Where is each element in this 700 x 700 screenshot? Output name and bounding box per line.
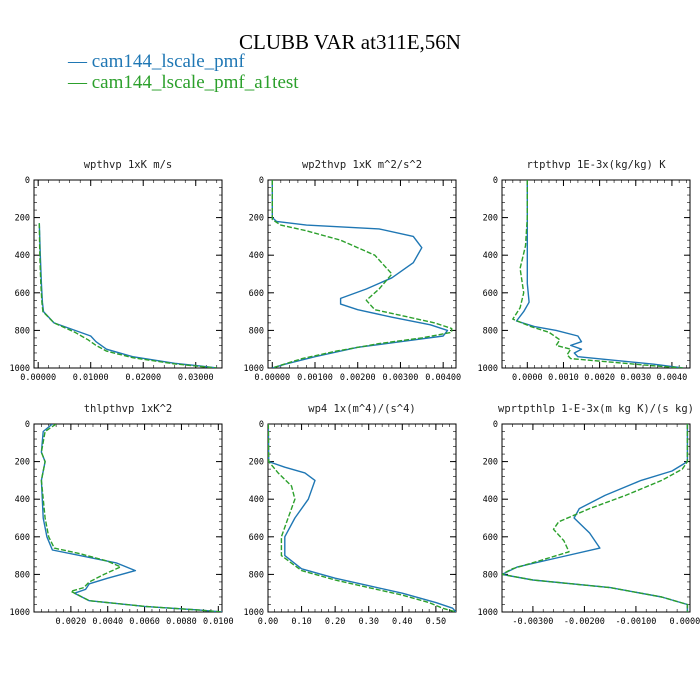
plot-frame [501,423,691,613]
legend-entry-2: — cam144_lscale_pmf_a1test [68,72,299,93]
x-tick-label: 0.20 [325,617,345,627]
x-tick-label: 0.0010 [548,373,579,383]
y-tick-label: 200 [15,214,30,224]
y-tick-label: 1000 [478,364,498,374]
x-tick-label: 0.00000 [254,373,290,383]
plot-frame [501,179,691,369]
y-tick-label: 400 [483,251,498,261]
y-tick-label: 600 [15,289,30,299]
y-tick-label: 1000 [10,608,30,618]
y-tick-label: 400 [249,495,264,505]
x-tick-label: 0.0060 [129,617,160,627]
y-tick-label: 800 [483,326,498,336]
x-tick-label: 0.0040 [657,373,688,383]
x-tick-label: 0.30 [358,617,378,627]
series-line-cam144-lscale-pmf [515,180,683,368]
y-tick-label: 600 [483,533,498,543]
figure-title: CLUBB VAR at311E,56N [239,30,461,54]
y-tick-label: 200 [483,458,498,468]
x-tick-label: 0.03000 [178,373,214,383]
y-tick-label: 1000 [244,608,264,618]
x-tick-label: 0.0080 [166,617,197,627]
series-line-cam144-lscale-pmf [38,223,217,368]
series-line-cam144-lscale-pmf-a1test [271,180,453,368]
y-tick-label: 200 [15,458,30,468]
x-tick-label: -0.00300 [512,617,553,627]
x-tick-label: 0.0100 [203,617,234,627]
y-tick-label: 800 [15,326,30,336]
y-tick-label: 600 [249,533,264,543]
x-tick-label: 0.0000 [512,373,543,383]
x-tick-label: 0.00000 [670,617,700,627]
y-tick-label: 800 [15,570,30,580]
y-tick-label: 600 [483,289,498,299]
chart-panel-3: rtpthvp 1E-3x(kg/kg) K 0 200 400 600 800 1000 0… [478,159,691,383]
y-tick-label: 0 [25,176,30,186]
y-tick-label: 1000 [10,364,30,374]
x-tick-label: -0.00100 [615,617,656,627]
x-tick-label: 0.50 [426,617,446,627]
x-tick-label: 0.0030 [620,373,651,383]
x-tick-label: 0.00400 [425,373,461,383]
y-tick-label: 400 [15,495,30,505]
plot-frame [267,179,457,369]
series-line-cam144-lscale-pmf [268,424,456,612]
y-tick-label: 400 [249,251,264,261]
x-tick-label: 0.0040 [92,617,123,627]
series-line-cam144-lscale-pmf [40,424,222,612]
chart-title: thlpthvp 1xK^2 [84,403,173,415]
series-line-cam144-lscale-pmf [271,180,449,368]
chart-title: wp2thvp 1xK m^2/s^2 [302,159,422,171]
series-line-cam144-lscale-pmf [502,424,689,612]
y-tick-label: 1000 [244,364,264,374]
y-tick-label: 800 [483,570,498,580]
chart-title: wp4 1x(m^4)/(s^4) [308,403,415,415]
x-tick-label: 0.10 [291,617,311,627]
x-tick-label: 0.00 [258,617,278,627]
plot-frame [33,423,223,613]
y-tick-label: 600 [249,289,264,299]
chart-panel-2: wp2thvp 1xK m^2/s^2020040060080010000.00… [244,159,462,383]
x-tick-label: 0.01000 [73,373,109,383]
series-line-cam144-lscale-pmf-a1test [268,424,456,612]
x-tick-label: 0.00300 [383,373,419,383]
y-tick-label: 1000 [478,608,498,618]
series-line-cam144-lscale-pmf-a1test [40,424,222,612]
y-tick-label: 0 [259,420,264,430]
x-tick-label: 0.0020 [56,617,87,627]
y-tick-label: 200 [483,214,498,224]
y-tick-label: 0 [493,176,498,186]
chart-title: wpthvp 1xK m/s [84,159,173,171]
y-tick-label: 800 [249,326,264,336]
x-tick-label: 0.00100 [297,373,333,383]
y-tick-label: 800 [249,570,264,580]
series-line-cam144-lscale-pmf-a1test [502,424,689,612]
y-tick-label: 400 [15,251,30,261]
y-tick-label: 200 [249,458,264,468]
series-line-cam144-lscale-pmf-a1test [512,180,683,368]
chart-title: rtpthvp 1E-3x(kg/kg) K [526,159,666,171]
y-tick-label: 400 [483,495,498,505]
y-tick-label: 600 [15,533,30,543]
chart-panel-4: thlpthvp 1xK^2 0 200 400 600 800 1000 0.0020 0.0… [10,403,234,627]
y-tick-label: 0 [259,176,264,186]
legend-entry-1: — cam144_lscale_pmf [68,51,245,72]
x-tick-label: 0.40 [392,617,412,627]
y-tick-label: 0 [25,420,30,430]
x-tick-label: 0.02000 [125,373,161,383]
series-line-cam144-lscale-pmf-a1test [38,223,217,368]
x-tick-label: -0.00200 [564,617,605,627]
x-tick-label: 0.0020 [584,373,615,383]
y-tick-label: 0 [493,420,498,430]
x-tick-label: 0.00200 [340,373,376,383]
chart-title: wprtpthlp 1-E-3x(m kg K)/(s kg) [498,403,694,415]
plot-frame [33,179,223,369]
y-tick-label: 200 [249,214,264,224]
x-tick-label: 0.00000 [20,373,56,383]
chart-panel-6: wprtpthlp 1-E-3x(m kg K)/(s kg)0 200 400 60… [478,403,700,627]
